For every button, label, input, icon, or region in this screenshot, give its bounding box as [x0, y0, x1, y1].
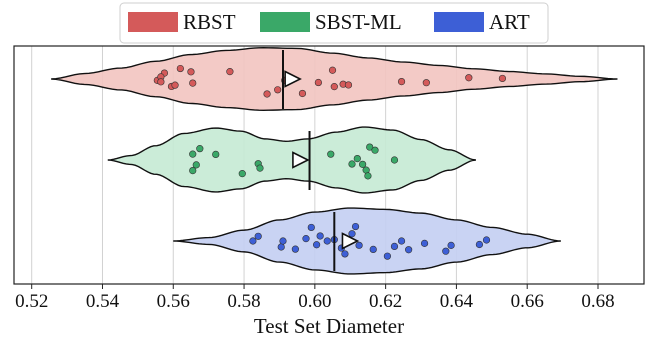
data-point [189, 79, 197, 87]
x-tick-label: 0.56 [157, 291, 190, 312]
data-point [307, 223, 315, 232]
x-tick-label: 0.62 [369, 291, 402, 312]
data-point [314, 78, 322, 87]
data-point [291, 245, 299, 253]
data-point [369, 245, 377, 254]
violin-body [173, 207, 561, 275]
data-point [447, 241, 455, 249]
x-tick-label: 0.54 [86, 291, 120, 312]
legend-swatch [434, 12, 484, 32]
data-point [226, 68, 234, 76]
data-point [298, 89, 307, 98]
legend: RBST SBST-ML ART [119, 2, 549, 44]
legend-label: SBST-ML [315, 10, 402, 34]
mean-marker [284, 70, 302, 88]
data-point [171, 81, 179, 89]
x-tick-label: 0.64 [440, 291, 474, 312]
violin-art [173, 207, 561, 275]
data-point [390, 242, 399, 251]
data-point [348, 230, 356, 238]
violin-body [51, 47, 618, 111]
x-tick-label: 0.68 [581, 291, 614, 312]
mean-marker [292, 151, 310, 169]
legend-label: ART [489, 10, 530, 34]
data-point [390, 156, 399, 164]
data-point [274, 86, 282, 94]
data-point [442, 247, 450, 255]
x-tick-label: 0.52 [15, 291, 48, 312]
data-point [355, 241, 363, 249]
data-point [313, 241, 321, 249]
data-point [238, 170, 246, 178]
x-tick-label: 0.58 [227, 291, 260, 312]
data-point [323, 237, 331, 245]
data-point [176, 64, 184, 73]
data-point [348, 160, 356, 168]
data-point [465, 74, 473, 82]
legend-item-sbst-ml: SBST-ML [260, 10, 402, 34]
violins [51, 47, 618, 275]
data-point [302, 235, 310, 243]
legend-item-art: ART [434, 10, 530, 34]
data-point [277, 243, 285, 251]
x-axis-label: Test Set Diameter [254, 314, 404, 338]
data-point [420, 239, 429, 247]
legend-swatch [260, 12, 310, 32]
data-point [157, 78, 165, 86]
data-point [366, 143, 374, 151]
data-point [383, 252, 391, 260]
data-point [212, 150, 220, 159]
data-point [256, 164, 264, 172]
data-point [498, 74, 507, 83]
data-point [341, 250, 349, 258]
data-point [189, 150, 197, 158]
x-tick-labels: 0.52 0.54 0.56 0.58 0.60 0.62 0.64 0.66 0.68 [15, 284, 615, 312]
data-point [189, 166, 197, 175]
legend-swatch [128, 12, 178, 32]
data-point [397, 237, 406, 245]
data-point [192, 161, 200, 169]
violin-sbst-ml [107, 126, 476, 194]
data-point [397, 78, 406, 86]
data-point [344, 81, 353, 89]
data-point [254, 232, 262, 240]
x-tick-label: 0.66 [511, 291, 544, 312]
violin-rbst [51, 47, 618, 111]
data-point [351, 222, 360, 231]
violin-body [107, 126, 476, 194]
data-point [187, 68, 195, 76]
data-point [364, 172, 372, 180]
plot-frame [13, 45, 645, 285]
data-point [263, 90, 271, 98]
data-point [405, 246, 413, 254]
axes [13, 45, 645, 285]
data-point [249, 237, 257, 245]
data-point [328, 66, 337, 74]
data-point [371, 146, 379, 154]
data-point [353, 154, 361, 163]
data-point [196, 145, 204, 153]
data-point [475, 240, 484, 249]
legend-label: RBST [183, 10, 236, 34]
legend-item-rbst: RBST [128, 10, 236, 34]
x-tick-label: 0.60 [298, 291, 331, 312]
mean-marker [341, 232, 360, 250]
data-point [359, 160, 367, 168]
data-point [327, 150, 335, 158]
data-point [316, 232, 324, 240]
data-point [279, 237, 287, 245]
data-point [330, 83, 338, 91]
data-point [482, 236, 491, 244]
data-point [422, 79, 430, 87]
